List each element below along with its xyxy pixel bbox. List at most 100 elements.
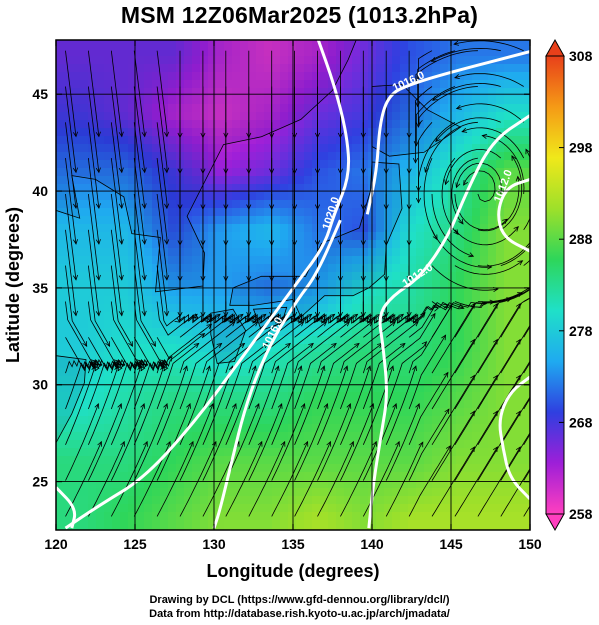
field-cell (304, 384, 313, 393)
field-cell (448, 208, 457, 217)
field-cell (376, 464, 385, 473)
field-cell (416, 504, 425, 513)
field-cell (144, 472, 153, 481)
field-cell (152, 440, 161, 449)
field-cell (136, 424, 145, 433)
field-cell (376, 176, 385, 185)
field-cell (288, 440, 297, 449)
field-cell (328, 376, 337, 385)
field-cell (320, 440, 329, 449)
field-cell (56, 504, 65, 513)
field-cell (520, 496, 529, 505)
field-cell (416, 184, 425, 193)
field-cell (264, 240, 273, 249)
field-cell (120, 104, 129, 113)
field-cell (392, 384, 401, 393)
field-cell (64, 480, 73, 489)
field-cell (96, 192, 105, 201)
field-cell (304, 176, 313, 185)
field-cell (96, 424, 105, 433)
field-cell (288, 424, 297, 433)
field-cell (416, 368, 425, 377)
field-cell (256, 192, 265, 201)
field-cell (416, 224, 425, 233)
field-cell (168, 440, 177, 449)
streamline (435, 117, 501, 142)
field-cell (504, 432, 513, 441)
field-cell (480, 504, 489, 513)
field-cell (480, 128, 489, 137)
field-cell (384, 88, 393, 97)
streamline (431, 339, 475, 410)
field-cell (272, 128, 281, 137)
field-cell (144, 40, 153, 49)
field-cell (240, 392, 249, 401)
field-cell (304, 240, 313, 249)
field-cell (128, 464, 137, 473)
field-cell (408, 64, 417, 73)
field-cell (88, 424, 97, 433)
field-cell (304, 400, 313, 409)
field-cell (128, 472, 137, 481)
field-cell (72, 56, 81, 65)
streamline-arrow (337, 276, 343, 282)
field-cell (480, 440, 489, 449)
streamline (248, 313, 296, 338)
field-cell (312, 336, 321, 345)
streamline-arrow (420, 312, 426, 318)
field-cell (120, 200, 129, 209)
field-cell (248, 368, 257, 377)
field-cell (472, 336, 481, 345)
streamline-arrow (72, 203, 78, 210)
field-cell (128, 120, 137, 129)
field-cell (160, 336, 169, 345)
field-cell (272, 320, 281, 329)
field-cell (184, 72, 193, 81)
field-cell (56, 448, 65, 457)
field-cell (280, 200, 289, 209)
field-cell (256, 184, 265, 193)
field-cell (96, 320, 105, 329)
field-cell (144, 208, 153, 217)
field-cell (112, 216, 121, 225)
field-cell (472, 328, 481, 337)
field-cell (448, 432, 457, 441)
field-cell (216, 96, 225, 105)
field-cell (96, 256, 105, 265)
field-cell (472, 64, 481, 73)
field-cell (136, 64, 145, 73)
field-cell (328, 528, 337, 530)
field-cell (280, 480, 289, 489)
field-cell (320, 416, 329, 425)
field-cell (256, 280, 265, 289)
field-cell (248, 168, 257, 177)
field-cell (296, 80, 305, 89)
field-cell (256, 368, 265, 377)
field-cell (168, 296, 177, 305)
field-cell (256, 48, 265, 57)
field-cell (104, 176, 113, 185)
field-cell (144, 192, 153, 201)
field-cell (408, 472, 417, 481)
streamline (202, 403, 237, 481)
field-cell (392, 48, 401, 57)
field-cell (152, 152, 161, 161)
field-cell (488, 232, 497, 241)
field-cell (248, 360, 257, 369)
field-cell (264, 288, 273, 297)
field-cell (384, 488, 393, 497)
field-cell (64, 312, 73, 321)
field-cell (272, 480, 281, 489)
field-cell (328, 88, 337, 97)
field-cell (232, 112, 241, 121)
field-cell (472, 288, 481, 297)
field-cell (352, 472, 361, 481)
field-cell (104, 184, 113, 193)
field-cell (192, 80, 201, 89)
field-cell (64, 304, 73, 313)
field-cell (144, 288, 153, 297)
field-cell (224, 72, 233, 81)
field-cell (328, 520, 337, 529)
field-cell (528, 448, 530, 457)
streamline-arrow (269, 240, 275, 246)
